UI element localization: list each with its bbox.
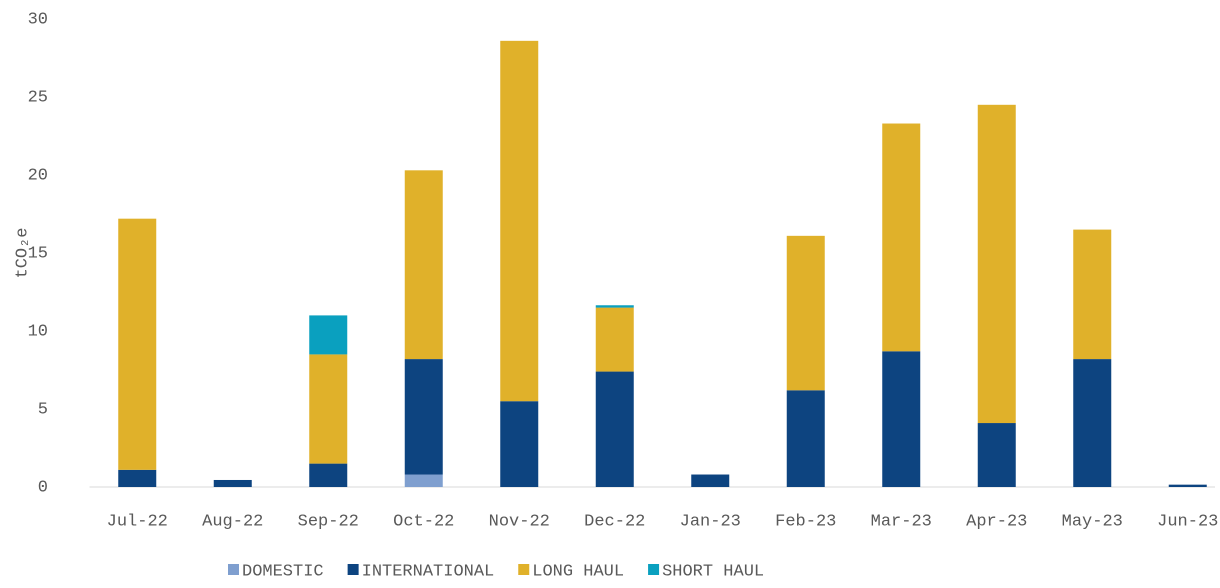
- legend-swatch: [228, 564, 239, 575]
- bar-segment: [309, 463, 348, 487]
- bar-segment: [595, 305, 634, 308]
- legend-label: DOMESTIC: [242, 562, 324, 581]
- bar-segment: [500, 40, 539, 402]
- x-tick-label: Feb-23: [775, 512, 836, 531]
- x-tick-label: Sep-22: [298, 512, 359, 531]
- legend-swatch: [347, 564, 359, 575]
- y-tick-label: 5: [38, 400, 48, 419]
- bar-segment: [404, 170, 443, 360]
- bar-segment: [404, 359, 443, 475]
- x-tick-label: Mar-23: [871, 512, 932, 531]
- y-tick-label: 30: [28, 10, 48, 29]
- x-tick-label: Dec-22: [584, 512, 645, 531]
- legend-swatch: [518, 564, 530, 575]
- y-tick-label: 10: [28, 322, 48, 341]
- x-tick-label: Nov-22: [489, 512, 550, 531]
- x-tick-label: Jul-22: [107, 512, 168, 531]
- bar-segment: [309, 315, 348, 355]
- y-axis-label: tCO₂e: [13, 227, 32, 278]
- bar-segment: [786, 235, 825, 391]
- y-tick-label: 0: [38, 478, 48, 497]
- bar-segment: [1168, 484, 1207, 487]
- bar-segment: [118, 469, 157, 487]
- bar-segment: [691, 474, 730, 487]
- bar-segment: [118, 218, 157, 470]
- bar-segment: [1073, 359, 1112, 487]
- x-tick-label: Apr-23: [966, 512, 1027, 531]
- legend-label: INTERNATIONAL: [362, 562, 495, 581]
- bar-segment: [500, 401, 539, 487]
- legend-label: SHORT HAUL: [662, 562, 764, 581]
- bar-segment: [595, 307, 634, 372]
- y-tick-label: 20: [28, 166, 48, 185]
- x-tick-label: Aug-22: [202, 512, 263, 531]
- bar-segment: [595, 371, 634, 487]
- legend-swatch: [648, 564, 660, 575]
- legend-label: LONG HAUL: [532, 562, 624, 581]
- bar-segment: [309, 354, 348, 464]
- bar-segment: [404, 474, 443, 487]
- y-tick-label: 25: [28, 88, 48, 107]
- x-tick-label: Jan-23: [680, 512, 741, 531]
- bar-segment: [213, 479, 252, 487]
- bar-segment: [786, 390, 825, 487]
- bar-segment: [977, 104, 1016, 424]
- bar-segment: [1073, 229, 1112, 360]
- bar-segment: [977, 423, 1016, 487]
- bar-segment: [882, 351, 921, 487]
- bar-segment: [882, 123, 921, 352]
- y-tick-label: 15: [28, 244, 48, 263]
- x-tick-label: May-23: [1062, 512, 1123, 531]
- x-tick-label: Jun-23: [1157, 512, 1218, 531]
- x-tick-label: Oct-22: [393, 512, 454, 531]
